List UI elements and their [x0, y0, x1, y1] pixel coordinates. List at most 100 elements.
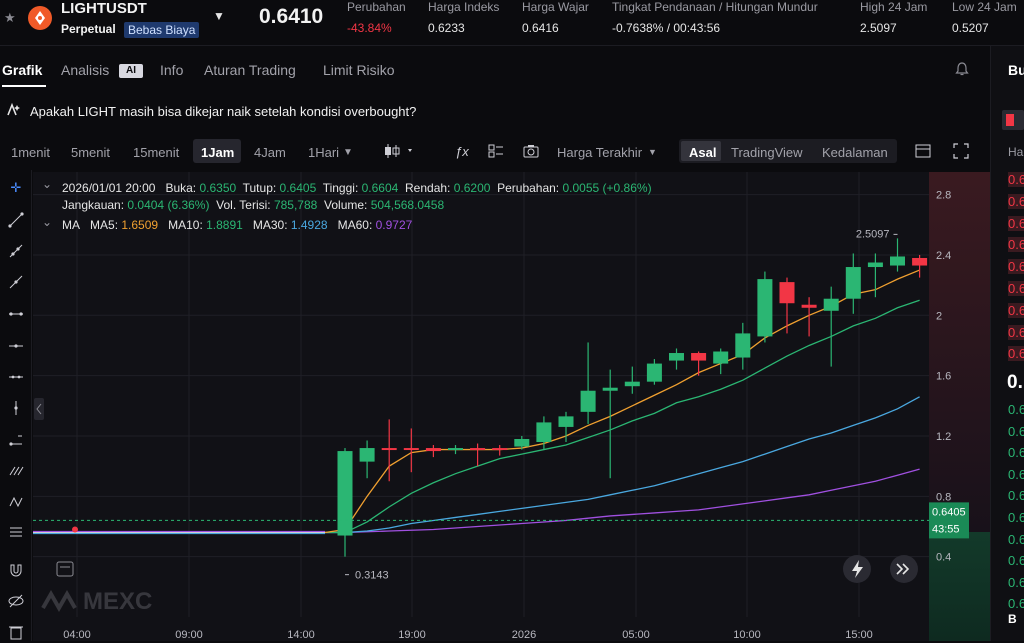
x-tick-label: 19:00 — [398, 629, 426, 641]
ma-title: MA — [62, 218, 80, 232]
ask-row[interactable]: 0.6 — [1008, 215, 1024, 231]
tab-limit-risiko[interactable]: Limit Risiko — [323, 62, 395, 78]
tab-analisis[interactable]: Analisis — [61, 62, 110, 78]
bid-row[interactable]: 0.6 — [1008, 553, 1024, 569]
timeframe-1menit[interactable]: 1menit — [11, 145, 51, 160]
magnet-icon[interactable] — [8, 562, 24, 578]
ma5-line — [324, 269, 920, 534]
ma10-line — [325, 299, 920, 534]
stat-index-label: Harga Indeks — [428, 0, 500, 14]
timeframe-15menit[interactable]: 15menit — [133, 145, 180, 160]
ohlc-volume: 504,568.0458 — [370, 198, 445, 212]
fibonacci-icon[interactable] — [8, 463, 24, 479]
stat-index-value: 0.6233 — [428, 21, 465, 35]
fullscreen-icon[interactable] — [953, 143, 969, 164]
price-range-icon[interactable] — [8, 432, 24, 448]
ask-row[interactable]: 0.6 — [1008, 259, 1024, 275]
tab-grafik[interactable]: Grafik — [2, 62, 43, 78]
candle-body — [470, 448, 486, 451]
ray-icon[interactable] — [8, 243, 24, 259]
camera-icon[interactable] — [523, 143, 539, 164]
order-book-footer[interactable]: B — [1008, 612, 1017, 626]
vertical-line-icon[interactable] — [8, 400, 24, 416]
candle-body — [624, 381, 640, 387]
candle-type-icon[interactable] — [383, 143, 417, 164]
tab-info[interactable]: Info — [160, 62, 184, 78]
bid-row[interactable]: 0.6 — [1008, 574, 1024, 590]
horizontal-line-icon[interactable] — [8, 306, 24, 322]
symbol-name[interactable]: LIGHTUSDT — [61, 0, 147, 17]
price-source-select[interactable]: Harga Terakhir — [557, 145, 643, 160]
timeframe-more-chevron-down-icon[interactable]: ▼ — [343, 147, 353, 158]
pattern-icon[interactable] — [8, 494, 24, 510]
gann-icon[interactable] — [8, 524, 24, 540]
favorite-star-icon[interactable]: ★ — [4, 10, 16, 25]
hide-drawings-eye-icon[interactable] — [8, 593, 24, 609]
trash-icon[interactable] — [8, 624, 24, 640]
ohlc-collapse-chevron-down-icon[interactable]: ⌄ — [42, 177, 53, 191]
candle-body — [448, 448, 463, 451]
max-price-label: 2.5097 — [856, 228, 890, 240]
parallel-line-icon[interactable] — [8, 369, 24, 385]
extended-line-icon[interactable] — [8, 274, 24, 290]
view-active-highlight — [681, 141, 721, 161]
candlestick-chart[interactable]: 2.8 2.4 2 1.6 1.2 0.8 0.4 04:00 09:00 14:00 19:00… — [33, 172, 990, 641]
candle-body — [602, 387, 618, 391]
view-tradingview[interactable]: TradingView — [731, 145, 803, 160]
layout-grid-icon[interactable] — [488, 143, 504, 164]
toolbar-collapse-handle[interactable] — [34, 398, 44, 420]
ma-legend[interactable]: MA MA5: 1.6509 MA10: 1.8891 MA30: 1.4928… — [62, 218, 412, 232]
ohlc-range: 0.0404 (6.36%) — [127, 198, 210, 212]
current-price-label: 0.6405 — [932, 506, 966, 518]
ma30-label: MA30: — [252, 218, 288, 232]
trendline-icon[interactable] — [8, 212, 24, 228]
y-tick-label: 2 — [936, 310, 942, 322]
ask-row[interactable]: 0.6 — [1008, 237, 1024, 253]
ask-row[interactable]: 0.6 — [1008, 346, 1024, 362]
bid-row[interactable]: 0.6 — [1008, 510, 1024, 525]
tab-aturan-trading[interactable]: Aturan Trading — [204, 62, 296, 78]
bell-icon[interactable] — [955, 62, 969, 76]
min-price-label: 0.3143 — [355, 570, 389, 582]
view-asal[interactable]: Asal — [689, 145, 717, 160]
timeframe-1hari[interactable]: 1Hari — [308, 145, 340, 160]
timeframe-1jam[interactable]: 1Jam — [201, 145, 235, 160]
ma60-value: 0.9727 — [375, 218, 413, 232]
order-book-filter-button[interactable] — [1002, 110, 1024, 130]
order-book-title[interactable]: Bu — [1008, 62, 1024, 78]
last-price: 0.6410 — [259, 5, 324, 28]
bid-row[interactable]: 0.6 — [1008, 596, 1024, 612]
y-tick-label: 0.8 — [936, 491, 951, 503]
scroll-to-latest-icon[interactable] — [890, 555, 918, 583]
bid-row[interactable]: 0.6 — [1008, 531, 1024, 547]
ma-collapse-chevron-down-icon[interactable]: ⌄ — [42, 215, 53, 229]
candle-body — [801, 304, 817, 308]
bid-row[interactable]: 0.6 — [1008, 445, 1024, 461]
candle-body — [646, 363, 662, 382]
quick-trade-lightning-icon[interactable] — [843, 555, 871, 583]
timeframe-active-highlight — [193, 139, 241, 163]
crosshair-icon[interactable]: ✛ — [10, 180, 22, 195]
view-kedalaman[interactable]: Kedalaman — [822, 145, 888, 160]
symbol-dropdown-chevron-down-icon[interactable]: ▼ — [213, 9, 225, 23]
timeframe-4jam[interactable]: 4Jam — [254, 145, 286, 160]
timeframe-5menit[interactable]: 5menit — [71, 145, 111, 160]
price-source-chevron-down-icon[interactable]: ▼ — [648, 147, 657, 157]
ask-row[interactable]: 0.6 — [1008, 172, 1024, 187]
ask-row[interactable]: 0.6 — [1008, 193, 1024, 209]
fee-badge: Bebas Biaya — [124, 22, 200, 38]
ask-row[interactable]: 0.6 — [1008, 281, 1024, 296]
bid-row[interactable]: 0.6 — [1008, 488, 1024, 504]
ai-question-link[interactable]: Apakah LIGHT masih bisa dikejar naik set… — [30, 104, 417, 119]
bid-row[interactable]: 0.6 — [1008, 423, 1024, 439]
ask-row[interactable]: 0.6 — [1008, 324, 1024, 340]
ask-row[interactable]: 0.6 — [1008, 302, 1024, 318]
indicator-fx-icon[interactable]: ƒx — [455, 144, 469, 159]
candle-body — [845, 267, 861, 299]
panel-layout-icon[interactable] — [915, 143, 931, 164]
x-tick-label: 04:00 — [63, 629, 91, 641]
horizontal-ray-icon[interactable] — [8, 338, 24, 354]
bid-row[interactable]: 0.6 — [1008, 402, 1024, 417]
bid-row[interactable]: 0.6 — [1008, 466, 1024, 482]
object-tree-icon[interactable] — [56, 561, 74, 577]
